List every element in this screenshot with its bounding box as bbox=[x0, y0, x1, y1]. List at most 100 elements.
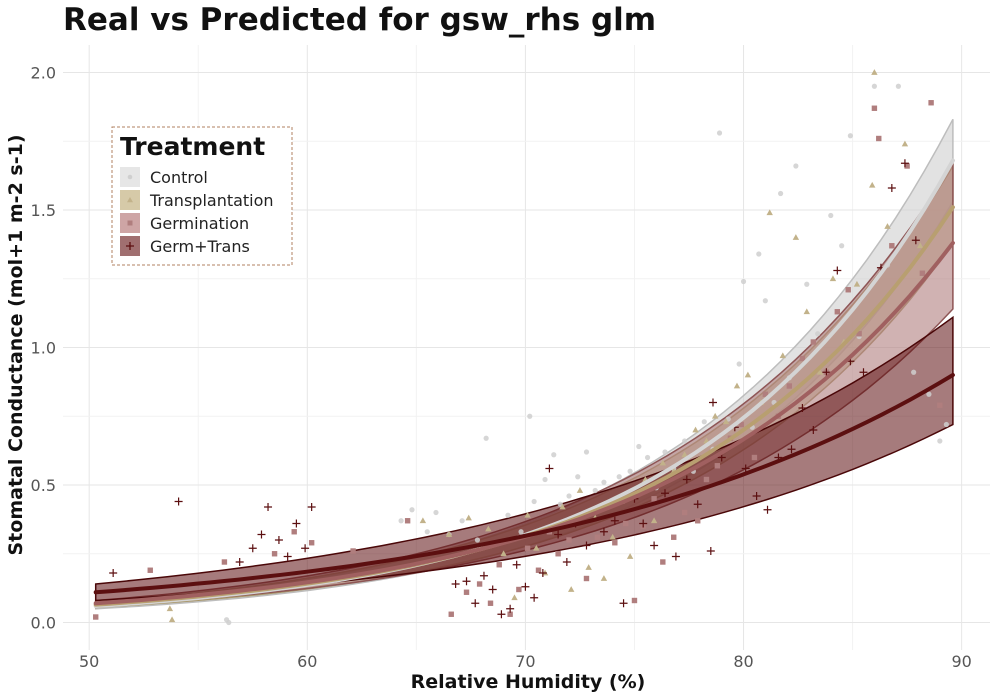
data-point bbox=[762, 298, 768, 304]
data-point bbox=[650, 517, 658, 524]
data-point bbox=[448, 611, 454, 617]
data-point bbox=[706, 547, 715, 555]
data-point bbox=[582, 541, 591, 550]
data-point bbox=[660, 559, 666, 565]
data-point bbox=[308, 540, 315, 546]
data-point bbox=[531, 498, 537, 505]
y-tick-label: 1.5 bbox=[31, 201, 56, 220]
y-axis-title: Stomatal Conductance (mol+1 m-2 s-1) bbox=[5, 135, 27, 556]
data-point bbox=[766, 209, 773, 216]
y-tick-label: 1.0 bbox=[31, 339, 56, 358]
x-tick-label: 70 bbox=[515, 652, 535, 671]
y-tick-label: 0.5 bbox=[31, 476, 56, 495]
data-point bbox=[283, 552, 292, 561]
data-point bbox=[109, 569, 118, 577]
fit-lines bbox=[93, 158, 955, 608]
data-point bbox=[763, 505, 772, 514]
data-point bbox=[518, 529, 524, 535]
data-point bbox=[762, 391, 769, 397]
data-point bbox=[559, 503, 566, 510]
data-point bbox=[829, 275, 837, 282]
data-point bbox=[487, 600, 494, 606]
data-point bbox=[682, 475, 691, 484]
data-point bbox=[722, 418, 730, 425]
data-point bbox=[786, 383, 793, 389]
data-point bbox=[681, 451, 688, 458]
data-point bbox=[884, 223, 891, 229]
data-point bbox=[497, 610, 506, 619]
data-point bbox=[568, 586, 575, 592]
data-points bbox=[93, 69, 949, 626]
data-point bbox=[462, 577, 471, 586]
data-point bbox=[463, 589, 470, 595]
data-point bbox=[301, 544, 310, 553]
data-point bbox=[911, 236, 920, 245]
data-point bbox=[147, 567, 153, 573]
data-point bbox=[292, 519, 301, 528]
data-point bbox=[350, 548, 356, 554]
data-point bbox=[943, 421, 949, 428]
data-point bbox=[538, 569, 547, 577]
data-point bbox=[609, 533, 616, 540]
legend-box bbox=[111, 126, 293, 266]
data-point bbox=[585, 564, 592, 570]
data-point bbox=[911, 369, 917, 375]
x-tick-label: 60 bbox=[297, 652, 317, 671]
data-point bbox=[778, 190, 784, 197]
data-point bbox=[445, 531, 453, 537]
data-point bbox=[533, 544, 540, 551]
data-point bbox=[650, 541, 659, 550]
data-point bbox=[476, 581, 483, 587]
data-point bbox=[554, 530, 563, 539]
data-point bbox=[459, 518, 465, 524]
legend-label: Germination bbox=[150, 214, 249, 233]
data-point bbox=[887, 184, 896, 192]
data-point bbox=[599, 527, 608, 536]
data-point bbox=[512, 560, 521, 569]
data-point bbox=[409, 507, 415, 513]
data-point bbox=[616, 474, 622, 480]
data-point bbox=[555, 551, 561, 557]
data-point bbox=[465, 514, 472, 521]
data-point bbox=[644, 454, 651, 461]
legend-label: Transplantation bbox=[149, 191, 274, 210]
data-point bbox=[751, 454, 758, 461]
data-point bbox=[516, 586, 522, 593]
legend-title: Treatment bbox=[120, 132, 265, 161]
data-point bbox=[900, 159, 909, 168]
data-point bbox=[799, 355, 806, 362]
x-tick-label: 50 bbox=[79, 652, 99, 671]
data-point bbox=[566, 493, 572, 499]
data-point bbox=[681, 509, 688, 516]
data-point bbox=[257, 530, 266, 539]
data-point bbox=[505, 512, 511, 518]
x-axis-title: Relative Humidity (%) bbox=[411, 671, 646, 693]
data-point bbox=[714, 463, 721, 469]
data-point bbox=[733, 382, 741, 389]
data-point bbox=[744, 371, 752, 378]
data-point bbox=[583, 449, 590, 455]
data-point bbox=[815, 331, 821, 337]
data-point bbox=[859, 368, 868, 377]
legend-marker bbox=[127, 197, 133, 203]
data-point bbox=[221, 559, 228, 565]
data-point bbox=[471, 599, 480, 608]
data-point bbox=[93, 614, 99, 620]
data-point bbox=[488, 585, 497, 594]
data-point bbox=[834, 309, 841, 315]
data-point bbox=[511, 594, 518, 601]
data-point bbox=[847, 133, 854, 139]
data-point bbox=[627, 468, 633, 474]
data-point bbox=[779, 352, 786, 359]
data-point bbox=[822, 368, 831, 377]
data-point bbox=[662, 449, 668, 455]
data-point bbox=[583, 575, 590, 582]
data-point bbox=[792, 234, 800, 240]
data-point bbox=[853, 280, 861, 287]
data-point bbox=[248, 544, 257, 553]
fit-line bbox=[93, 373, 955, 595]
data-point bbox=[404, 518, 411, 524]
data-point bbox=[809, 426, 818, 434]
data-point bbox=[626, 553, 634, 559]
data-point bbox=[636, 443, 642, 450]
